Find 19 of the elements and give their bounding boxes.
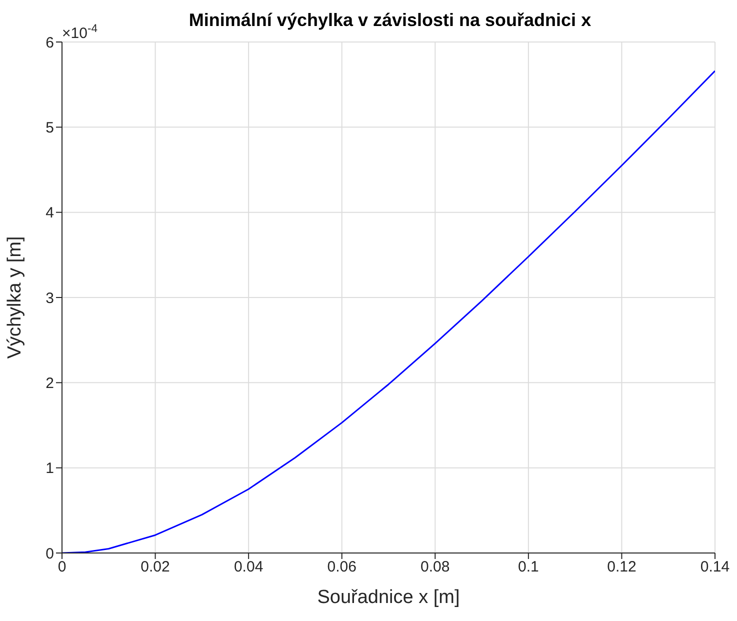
x-tick-label: 0.04 (234, 558, 264, 576)
x-tick-label: 0.14 (700, 558, 730, 576)
x-tick-label: 0.08 (420, 558, 450, 576)
y-axis-title: Výchylka y [m] (4, 236, 26, 359)
x-tick-label: 0.06 (327, 558, 356, 576)
x-axis-title: Souřadnice x [m] (317, 587, 460, 608)
x-tick-label: 0.12 (607, 558, 636, 576)
y-tick-label: 1 (46, 460, 54, 478)
y-tick-label: 2 (46, 374, 54, 392)
x-tick-label: 0.1 (518, 558, 539, 576)
x-tick-label: 0 (58, 558, 66, 576)
y-tick-label: 6 (46, 34, 54, 52)
y-tick-label: 3 (46, 290, 54, 307)
y-tick-label: 4 (46, 204, 54, 222)
y-tick-label: 5 (46, 119, 54, 136)
annotation: ×10$^{-4}$ (62, 23, 98, 42)
chart-title: Minimální výchylka v závislosti na souřadnici x (188, 10, 592, 30)
y-tick-label: 0 (46, 545, 54, 562)
x-tick-label: 0.02 (140, 558, 170, 576)
